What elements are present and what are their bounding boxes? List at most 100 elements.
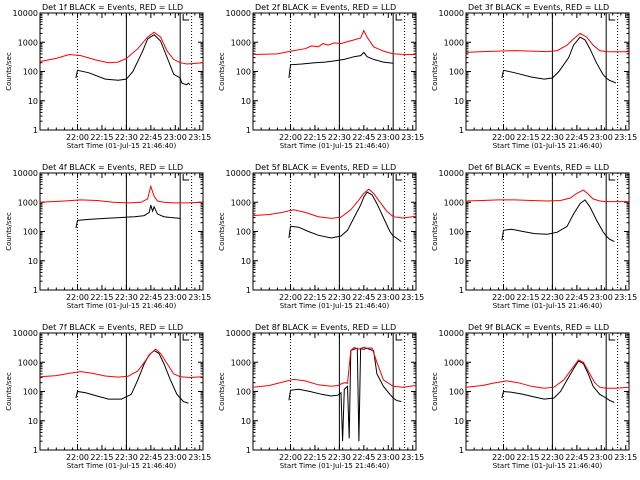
y-tick-label: 10000 bbox=[13, 169, 38, 178]
series-events-line bbox=[288, 51, 394, 79]
x-tick-label: 22:00 bbox=[492, 453, 515, 462]
y-tick-label: 10 bbox=[28, 417, 38, 426]
x-tick-label: 23:00 bbox=[164, 453, 187, 462]
x-axis-label: Start Time (01-Jul-15 21:46:40) bbox=[493, 302, 603, 310]
y-tick-label: 10 bbox=[454, 97, 464, 106]
series-lld-line bbox=[465, 189, 629, 203]
series-events-line bbox=[288, 191, 402, 243]
x-tick-label: 23:15 bbox=[614, 293, 637, 302]
x-tick-label: 22:45 bbox=[565, 453, 588, 462]
y-tick-label: 1000 bbox=[18, 38, 38, 47]
x-tick-label: 23:00 bbox=[590, 453, 613, 462]
y-tick-label: 10 bbox=[28, 97, 38, 106]
series-lld-line bbox=[465, 359, 630, 389]
y-tick-label: 10000 bbox=[13, 329, 38, 338]
y-tick-label: 1000 bbox=[444, 38, 464, 47]
y-tick-label: 1 bbox=[33, 446, 38, 455]
bracket-marker bbox=[395, 174, 403, 181]
x-tick-label: 22:30 bbox=[115, 293, 138, 302]
plot-frame bbox=[465, 12, 630, 131]
x-tick-label: 22:00 bbox=[66, 453, 89, 462]
x-tick-label: 23:15 bbox=[401, 133, 424, 142]
x-tick-label: 22:30 bbox=[541, 133, 564, 142]
x-tick-label: 23:15 bbox=[188, 453, 211, 462]
y-tick-label: 1 bbox=[33, 126, 38, 135]
y-tick-label: 10 bbox=[454, 417, 464, 426]
x-tick-label: 22:15 bbox=[90, 133, 113, 142]
x-tick-label: 22:00 bbox=[66, 133, 89, 142]
x-tick-label: 22:30 bbox=[115, 453, 138, 462]
y-tick-label: 1 bbox=[246, 126, 251, 135]
plot-frame bbox=[252, 172, 417, 291]
panel-title: Det 7f BLACK = Events, RED = LLD bbox=[42, 323, 183, 332]
x-tick-label: 22:45 bbox=[139, 453, 162, 462]
series-lld-line bbox=[39, 348, 204, 379]
x-tick-label: 22:30 bbox=[328, 453, 351, 462]
series-events-line bbox=[75, 34, 191, 86]
x-tick-label: 22:45 bbox=[565, 293, 588, 302]
plot-frame bbox=[465, 332, 630, 451]
y-tick-label: 10 bbox=[28, 257, 38, 266]
x-tick-label: 22:45 bbox=[352, 133, 375, 142]
x-tick-label: 23:15 bbox=[401, 293, 424, 302]
y-tick-label: 1 bbox=[246, 446, 251, 455]
y-axis-label: Counts/sec bbox=[431, 212, 439, 251]
y-tick-label: 1 bbox=[459, 286, 464, 295]
series-events-line bbox=[501, 199, 615, 243]
detector-panel-3: Det 3f BLACK = Events, RED = LLD 1 10 100 10… bbox=[431, 3, 637, 150]
plot-frame bbox=[39, 172, 204, 291]
x-axis-label: Start Time (01-Jul-15 21:46:40) bbox=[493, 462, 603, 470]
series-lld-line bbox=[252, 346, 417, 388]
x-axis-label: Start Time (01-Jul-15 21:46:40) bbox=[67, 302, 177, 310]
y-tick-label: 10000 bbox=[226, 169, 251, 178]
x-tick-label: 22:30 bbox=[541, 293, 564, 302]
panel-title: Det 3f BLACK = Events, RED = LLD bbox=[468, 3, 609, 12]
x-tick-label: 23:00 bbox=[590, 133, 613, 142]
bracket-marker bbox=[182, 14, 190, 21]
y-tick-label: 10000 bbox=[439, 9, 464, 18]
y-tick-label: 1000 bbox=[231, 198, 251, 207]
y-tick-label: 1 bbox=[459, 446, 464, 455]
x-tick-label: 22:15 bbox=[516, 133, 539, 142]
y-tick-label: 100 bbox=[23, 228, 38, 237]
x-axis-label: Start Time (01-Jul-15 21:46:40) bbox=[67, 462, 177, 470]
y-axis-label: Counts/sec bbox=[5, 212, 13, 251]
y-tick-label: 100 bbox=[449, 228, 464, 237]
plot-frame bbox=[252, 332, 417, 451]
y-tick-label: 100 bbox=[236, 388, 251, 397]
x-tick-label: 22:00 bbox=[279, 453, 302, 462]
x-tick-label: 22:45 bbox=[139, 293, 162, 302]
x-tick-label: 23:00 bbox=[590, 293, 613, 302]
x-tick-label: 23:00 bbox=[377, 293, 400, 302]
y-tick-label: 10000 bbox=[226, 9, 251, 18]
x-tick-label: 23:00 bbox=[377, 453, 400, 462]
panel-title: Det 8f BLACK = Events, RED = LLD bbox=[255, 323, 396, 332]
y-tick-label: 10 bbox=[241, 97, 251, 106]
x-tick-label: 22:00 bbox=[66, 293, 89, 302]
y-tick-label: 10 bbox=[241, 417, 251, 426]
detector-panel-5: Det 5f BLACK = Events, RED = LLD 1 10 100 10… bbox=[218, 163, 424, 310]
plot-frame bbox=[252, 12, 417, 131]
x-tick-label: 23:15 bbox=[401, 453, 424, 462]
series-events-line bbox=[288, 347, 402, 442]
x-tick-label: 23:15 bbox=[614, 133, 637, 142]
x-tick-label: 22:00 bbox=[279, 133, 302, 142]
y-tick-label: 10000 bbox=[439, 329, 464, 338]
x-tick-label: 22:15 bbox=[303, 293, 326, 302]
x-tick-label: 22:15 bbox=[516, 293, 539, 302]
plot-frame bbox=[39, 332, 204, 451]
panel-title: Det 6f BLACK = Events, RED = LLD bbox=[468, 163, 609, 172]
y-tick-label: 1 bbox=[246, 286, 251, 295]
detector-panel-1: Det 1f BLACK = Events, RED = LLD 1 10 100 10… bbox=[5, 3, 211, 150]
y-tick-label: 100 bbox=[23, 68, 38, 77]
y-tick-label: 1 bbox=[459, 126, 464, 135]
y-tick-label: 100 bbox=[449, 388, 464, 397]
bracket-marker bbox=[182, 334, 190, 341]
x-tick-label: 22:15 bbox=[303, 453, 326, 462]
y-axis-label: Counts/sec bbox=[218, 372, 226, 411]
detector-panel-7: Det 7f BLACK = Events, RED = LLD 1 10 100 10… bbox=[5, 323, 211, 470]
detector-panel-8: Det 8f BLACK = Events, RED = LLD 1 10 100 10… bbox=[218, 323, 424, 470]
y-axis-label: Counts/sec bbox=[5, 52, 13, 91]
